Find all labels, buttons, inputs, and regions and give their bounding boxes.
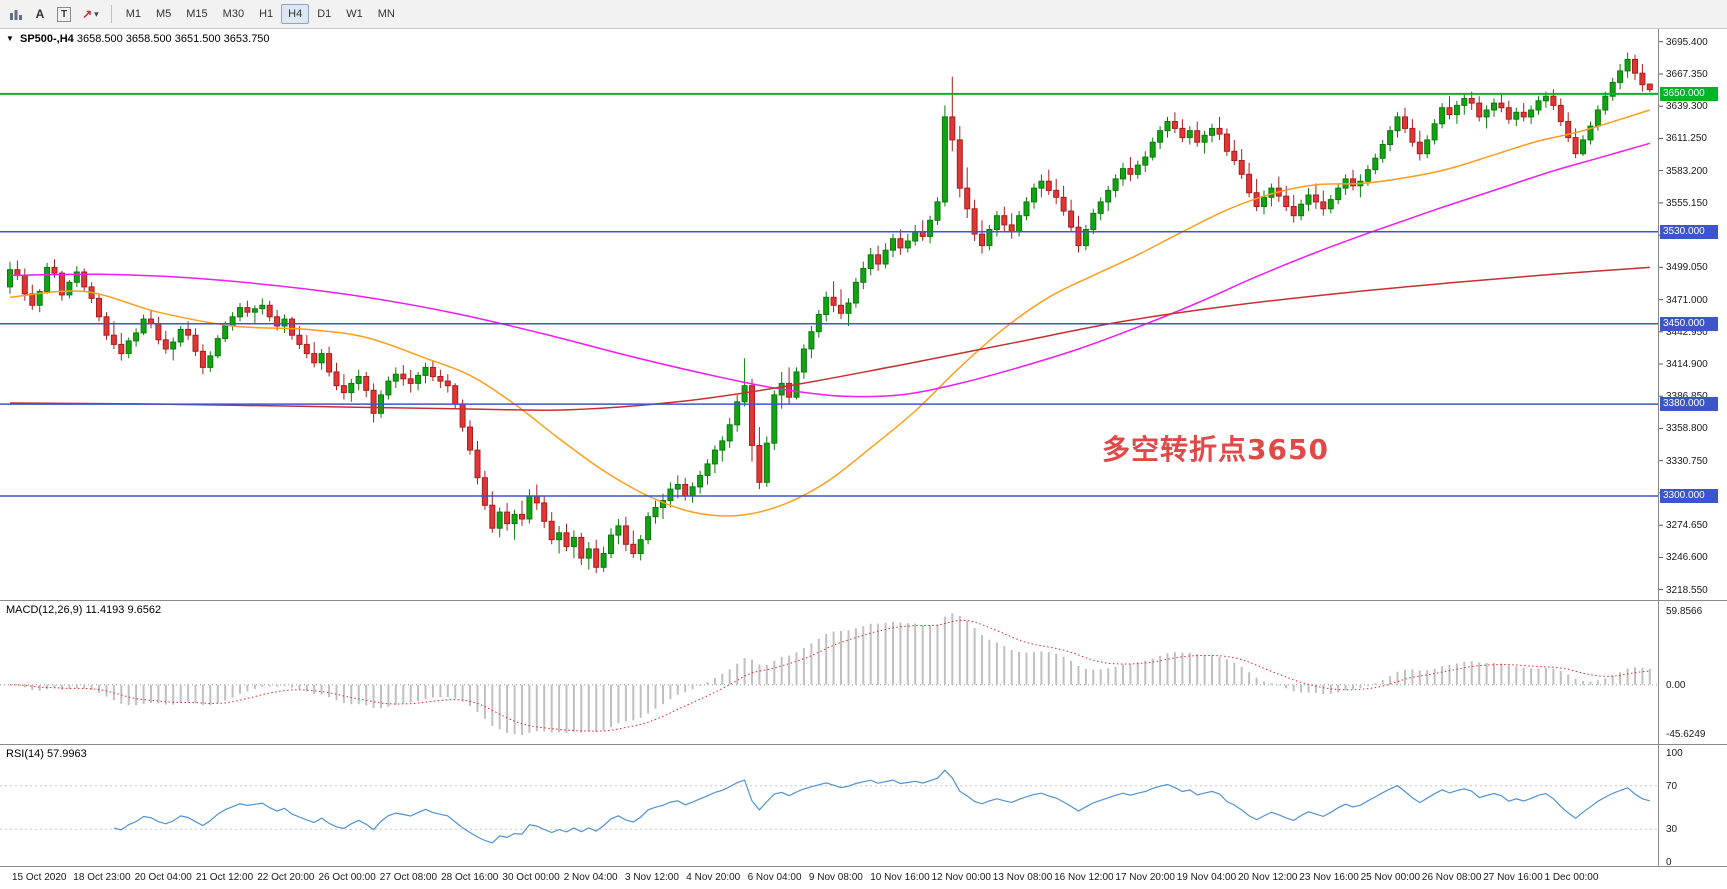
timeframe-button-m5[interactable]: M5 xyxy=(149,4,178,24)
text-box-icon: T xyxy=(57,6,72,22)
timeframe-button-m30[interactable]: M30 xyxy=(216,4,251,24)
toolbar: A T ↗ ▾ M1 M5 M15 M30 H1 H4 D1 W1 MN xyxy=(0,0,1727,29)
rsi-line xyxy=(113,769,1650,844)
timeframe-button-h4[interactable]: H4 xyxy=(281,4,310,24)
text-box-tool-button[interactable]: T xyxy=(52,3,76,25)
timeframe-button-d1[interactable]: D1 xyxy=(310,4,338,24)
candlestick-series xyxy=(7,52,1653,573)
chart-ohlc-values: 3658.500 3658.500 3651.500 3653.750 xyxy=(76,33,270,45)
timeframe-group: M1 M5 M15 M30 H1 H4 D1 W1 MN xyxy=(119,4,402,24)
arrow-tools-dropdown[interactable]: ↗ ▾ xyxy=(77,3,104,25)
chart-title: ▼ SP500-,H4 3658.500 3658.500 3651.500 3… xyxy=(6,33,270,45)
toolbar-divider xyxy=(110,5,112,23)
ma-line-fast-orange xyxy=(9,109,1651,517)
text-label-icon: A xyxy=(35,7,45,21)
rsi-indicator-label: RSI(14) 57.9963 xyxy=(6,748,87,760)
collapse-arrow-icon[interactable]: ▼ xyxy=(6,34,14,43)
arrow-tool-icon: ↗ xyxy=(82,7,93,21)
chevron-down-icon: ▾ xyxy=(94,8,99,19)
macd-signal-line xyxy=(9,619,1650,732)
macd-indicator-label: MACD(12,26,9) 11.4193 9.6562 xyxy=(6,604,162,616)
timeframe-button-m1[interactable]: M1 xyxy=(119,4,148,24)
macd-histogram xyxy=(16,613,1651,735)
bar-chart-icon xyxy=(10,10,22,20)
chart-symbol-period: SP500-,H4 xyxy=(19,33,74,45)
chart-annotation: 多空转折点3650 xyxy=(1102,433,1329,466)
timeframe-button-mn[interactable]: MN xyxy=(371,4,402,24)
timeframe-button-w1[interactable]: W1 xyxy=(339,4,370,24)
timeframe-button-m15[interactable]: M15 xyxy=(179,4,214,24)
timeframe-button-h1[interactable]: H1 xyxy=(252,4,280,24)
text-label-tool-button[interactable]: A xyxy=(29,3,51,25)
ma-line-slow-red xyxy=(9,266,1650,412)
chart-objects-button[interactable] xyxy=(4,3,28,25)
ma-line-medium-magenta xyxy=(9,142,1651,398)
